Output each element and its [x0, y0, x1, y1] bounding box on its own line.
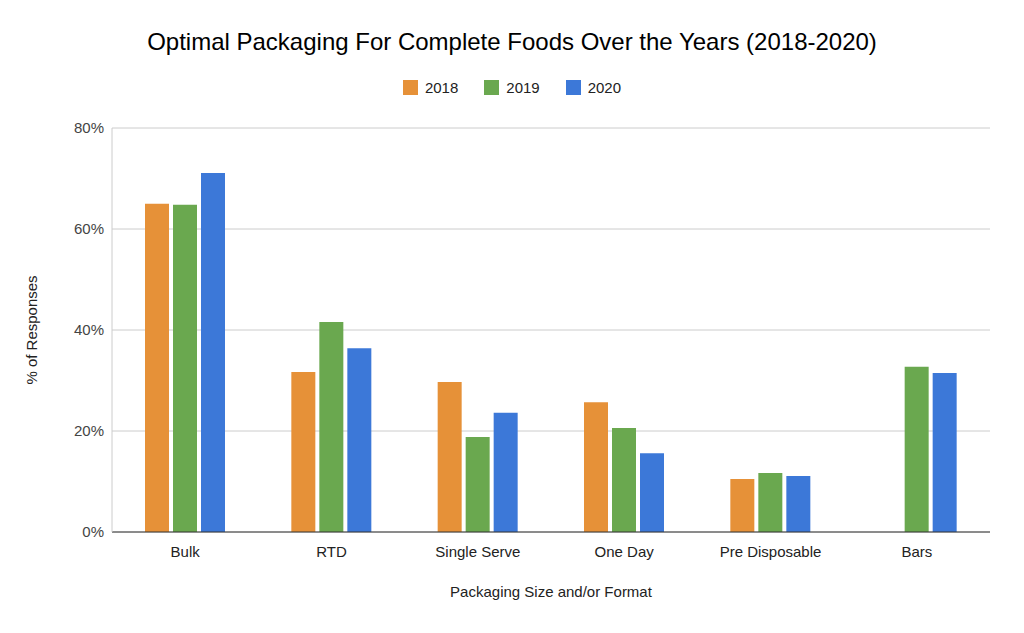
html-text:2020: 2020 — [587, 79, 622, 96]
svg-text:Single Serve: Single Serve — [435, 543, 520, 560]
svg-text:Packaging Size and/or Format: Packaging Size and/or Format — [450, 583, 653, 600]
svg-text:One Day: One Day — [595, 543, 655, 560]
svg-text:RTD: RTD — [316, 543, 347, 560]
svg-text:Pre Disposable: Pre Disposable — [720, 543, 822, 560]
svg-text:80%: 80% — [74, 119, 104, 136]
svg-text:20%: 20% — [74, 422, 104, 439]
svg-text:0%: 0% — [82, 523, 104, 540]
svg-text:Bulk: Bulk — [171, 543, 201, 560]
svg-text:40%: 40% — [74, 321, 104, 338]
svg-text:60%: 60% — [74, 220, 104, 237]
html-text:2018: 2018 — [424, 79, 459, 96]
svg-text:Bars: Bars — [901, 543, 932, 560]
html-text:2019: 2019 — [506, 79, 540, 96]
svg-text:% of Responses: % of Responses — [23, 275, 40, 384]
html-text:Optimal Packaging For Complete: Optimal Packaging For Complete Foods Ove… — [147, 28, 877, 55]
